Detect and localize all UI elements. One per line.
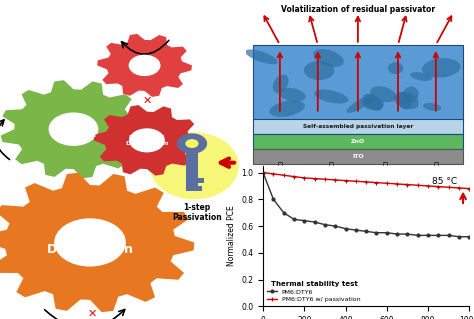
PM6:DTY6: [322, 223, 328, 226]
PM6:DTY6 w/ passivation: [456, 186, 462, 190]
PM6:DTY6 w/ passivation: [425, 184, 431, 188]
Ellipse shape: [422, 58, 460, 78]
PM6:DTY6 w/ passivation: [322, 177, 328, 181]
Polygon shape: [0, 173, 194, 312]
Circle shape: [48, 113, 99, 146]
PM6:DTY6: [436, 234, 441, 237]
PM6:DTY6 w/ passivation: [291, 175, 297, 179]
PM6:DTY6 w/ passivation: [312, 177, 318, 181]
PM6:DTY6: [415, 234, 420, 237]
Text: SM-NFA
Migration: SM-NFA Migration: [50, 120, 97, 139]
PM6:DTY6: [271, 197, 276, 201]
PM6:DTY6 w/ passivation: [271, 172, 276, 176]
Ellipse shape: [394, 92, 419, 109]
PM6:DTY6 w/ passivation: [384, 181, 390, 185]
PM6:DTY6 w/ passivation: [260, 171, 266, 174]
Ellipse shape: [346, 95, 374, 113]
PM6:DTY6 w/ passivation: [466, 187, 472, 190]
PM6:DTY6 w/ passivation: [404, 183, 410, 187]
Text: Device
Degradation: Device Degradation: [46, 228, 134, 256]
PM6:DTY6: [363, 229, 369, 233]
Ellipse shape: [363, 98, 384, 110]
Line: PM6:DTY6: PM6:DTY6: [262, 171, 471, 238]
FancyBboxPatch shape: [198, 178, 204, 183]
Ellipse shape: [314, 90, 348, 104]
PM6:DTY6 w/ passivation: [353, 179, 359, 183]
Text: ✕: ✕: [142, 96, 152, 106]
Text: ZnO: ZnO: [351, 139, 365, 144]
Ellipse shape: [423, 103, 441, 111]
Legend: PM6:DTY6, PM6:DTY6 w/ passivation: PM6:DTY6, PM6:DTY6 w/ passivation: [266, 280, 362, 303]
FancyBboxPatch shape: [253, 149, 463, 164]
Text: 1-step
Passivation: 1-step Passivation: [172, 203, 221, 222]
PM6:DTY6: [466, 235, 472, 239]
Ellipse shape: [363, 93, 383, 111]
Text: Volatilization of residual passivator: Volatilization of residual passivator: [281, 5, 435, 14]
PM6:DTY6 w/ passivation: [281, 173, 286, 177]
Polygon shape: [94, 105, 200, 176]
Text: Self-assembled passivation layer: Self-assembled passivation layer: [303, 124, 413, 129]
PM6:DTY6: [394, 232, 400, 236]
PM6:DTY6: [353, 228, 359, 232]
PM6:DTY6: [404, 232, 410, 236]
Polygon shape: [97, 34, 192, 97]
Text: 🔥: 🔥: [382, 161, 387, 171]
Ellipse shape: [269, 100, 305, 117]
Text: 🔥: 🔥: [328, 161, 334, 171]
PM6:DTY6: [374, 231, 379, 235]
Ellipse shape: [410, 72, 432, 81]
PM6:DTY6: [312, 220, 318, 224]
Ellipse shape: [403, 86, 419, 103]
Ellipse shape: [370, 86, 396, 102]
Ellipse shape: [397, 92, 411, 109]
Text: ✕: ✕: [88, 309, 97, 319]
PM6:DTY6 w/ passivation: [415, 183, 420, 187]
Text: 85 °C: 85 °C: [432, 177, 457, 186]
PM6:DTY6 w/ passivation: [363, 180, 369, 184]
PM6:DTY6: [425, 234, 431, 237]
FancyBboxPatch shape: [253, 119, 463, 134]
Ellipse shape: [388, 62, 403, 74]
PM6:DTY6 w/ passivation: [374, 181, 379, 184]
FancyBboxPatch shape: [198, 186, 202, 191]
PM6:DTY6: [281, 211, 286, 215]
PM6:DTY6: [291, 218, 297, 221]
PM6:DTY6: [456, 235, 462, 239]
PM6:DTY6: [260, 171, 266, 174]
Ellipse shape: [273, 74, 289, 93]
FancyBboxPatch shape: [186, 147, 198, 191]
Ellipse shape: [313, 49, 344, 67]
Polygon shape: [0, 80, 146, 178]
Line: PM6:DTY6 w/ passivation: PM6:DTY6 w/ passivation: [261, 170, 471, 191]
PM6:DTY6 w/ passivation: [394, 182, 400, 186]
Circle shape: [54, 218, 126, 267]
PM6:DTY6: [384, 231, 390, 235]
Circle shape: [129, 128, 165, 152]
PM6:DTY6 w/ passivation: [436, 185, 441, 189]
FancyBboxPatch shape: [253, 134, 463, 149]
PM6:DTY6 w/ passivation: [446, 185, 451, 189]
Ellipse shape: [304, 61, 334, 80]
Ellipse shape: [279, 88, 306, 101]
Ellipse shape: [150, 132, 239, 199]
Text: Heat: Heat: [134, 61, 155, 70]
Circle shape: [128, 55, 161, 76]
Text: Interfacial
Degradation: Interfacial Degradation: [125, 135, 169, 146]
PM6:DTY6 w/ passivation: [301, 176, 307, 180]
Text: 🔥: 🔥: [433, 161, 438, 171]
PM6:DTY6: [301, 219, 307, 223]
Ellipse shape: [245, 49, 278, 64]
Y-axis label: Normalized PCE: Normalized PCE: [227, 206, 236, 266]
PM6:DTY6 w/ passivation: [332, 178, 338, 182]
PM6:DTY6: [332, 224, 338, 228]
Circle shape: [185, 139, 199, 148]
Text: ITO: ITO: [352, 154, 364, 159]
PM6:DTY6 w/ passivation: [343, 179, 348, 182]
Circle shape: [177, 133, 207, 154]
FancyBboxPatch shape: [253, 45, 463, 121]
Text: 🔥: 🔥: [277, 161, 283, 171]
PM6:DTY6: [446, 234, 451, 237]
PM6:DTY6: [343, 227, 348, 231]
